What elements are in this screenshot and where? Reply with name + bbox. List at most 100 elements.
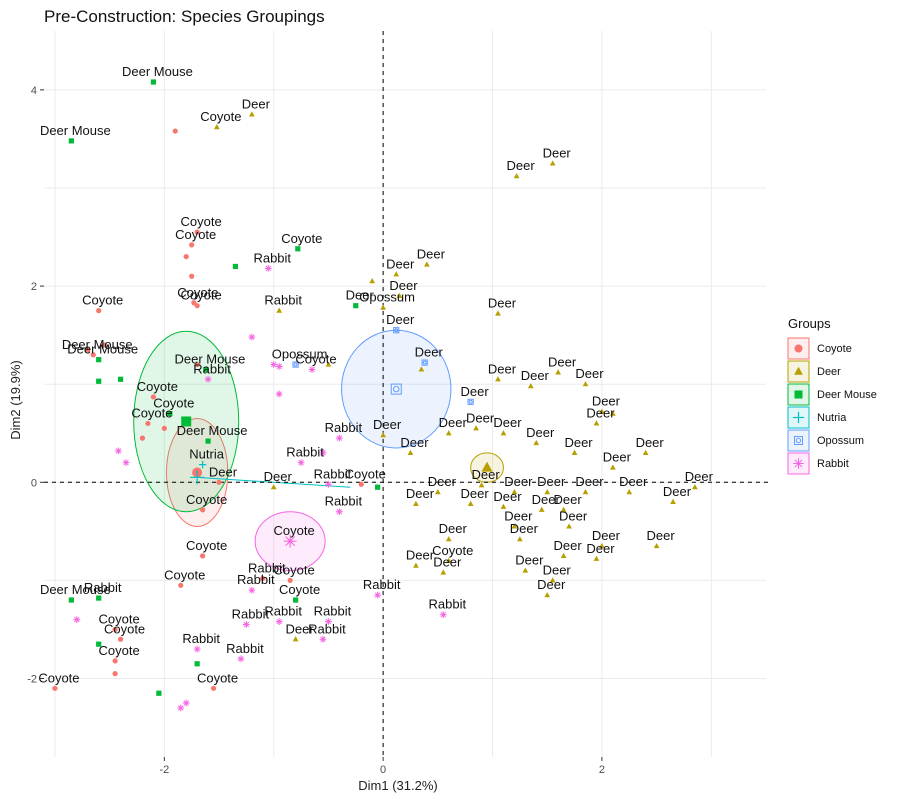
point-deer	[467, 500, 474, 506]
point-deer	[393, 271, 400, 277]
point-coyote	[287, 577, 293, 584]
centroid-opossum	[390, 383, 402, 395]
point-label: Deer	[433, 555, 462, 570]
point-deer	[495, 310, 501, 316]
point-label: Coyote	[181, 288, 222, 303]
point-deer	[413, 562, 419, 568]
point-rabbit	[335, 508, 343, 516]
point-deer	[609, 410, 616, 416]
point-label: Deer	[504, 508, 533, 523]
reference-lines	[44, 31, 770, 757]
point-label: Deer	[406, 548, 435, 563]
point-deer	[445, 557, 452, 563]
point-label: Coyote	[200, 109, 241, 124]
point-label: Deer	[386, 312, 415, 327]
point-deer	[670, 498, 676, 504]
point-label: Deer	[242, 96, 271, 111]
point-label: Deer	[439, 521, 468, 536]
point-deer	[527, 383, 534, 389]
point-label: Deer Mouse	[177, 423, 248, 438]
point-rabbit	[115, 447, 122, 455]
point-rabbit	[319, 449, 327, 457]
chart-title: Pre-Construction: Species Groupings	[44, 7, 325, 26]
point-deer	[478, 482, 485, 488]
point-coyote	[200, 507, 206, 513]
point-opossum	[393, 327, 400, 334]
point-coyote	[260, 575, 266, 582]
point-label: Deer	[406, 486, 435, 501]
point-deer-mouse	[150, 79, 156, 85]
point-deer	[538, 506, 545, 512]
point-deer	[413, 500, 419, 506]
point-label: Deer	[488, 361, 517, 376]
point-deer	[593, 555, 600, 561]
point-label: Deer Mouse	[40, 123, 111, 138]
point-coyote	[52, 685, 58, 691]
point-rabbit	[122, 459, 130, 467]
point-label: Rabbit	[232, 607, 270, 622]
point-label: Coyote	[281, 231, 322, 246]
point-label: Deer	[554, 492, 583, 507]
point-label: Deer	[663, 484, 692, 499]
point-label: Coyote	[99, 643, 140, 658]
point-label: Deer	[548, 354, 577, 369]
point-label: Coyote	[131, 405, 172, 420]
point-rabbit	[335, 434, 343, 442]
point-label: Rabbit	[314, 604, 352, 619]
legend-key	[794, 436, 803, 445]
point-rabbit	[237, 655, 245, 663]
point-label: Deer	[346, 288, 375, 303]
legend-item-nutria: Nutria	[787, 406, 847, 429]
point-label: Rabbit	[363, 577, 401, 592]
point-deer	[582, 488, 589, 495]
point-label: Deer	[264, 469, 293, 484]
point-rabbit	[248, 333, 256, 341]
point-label: Deer	[439, 415, 468, 430]
point-rabbit	[242, 621, 250, 628]
legend: Groups Coyote Deer Deer Mouse Nutria Opossum…	[787, 316, 877, 475]
point-rabbit	[264, 265, 272, 272]
point-deer	[549, 160, 556, 166]
legend-item-deer-mouse: Deer Mouse	[787, 383, 877, 406]
point-rabbit	[204, 375, 212, 383]
point-label: Rabbit	[84, 580, 122, 595]
point-rabbit	[374, 591, 382, 599]
point-deer-mouse	[96, 641, 102, 647]
x-tick-label: -2	[159, 764, 169, 776]
point-deer	[213, 124, 220, 130]
point-label: Deer	[592, 394, 621, 409]
point-label: Coyote	[274, 523, 315, 538]
point-deer-mouse	[68, 597, 74, 603]
y-tick-label: -2	[27, 674, 37, 686]
point-label: Deer Mouse	[62, 337, 133, 352]
point-rabbit	[325, 480, 332, 488]
point-deer-mouse	[117, 376, 124, 382]
point-deer-mouse	[194, 661, 200, 667]
point-deer	[560, 552, 567, 558]
point-label: Deer	[471, 467, 500, 482]
point-label: Coyote	[104, 621, 145, 636]
point-coyote	[189, 273, 195, 279]
point-rabbit	[308, 366, 316, 373]
point-label: Deer	[386, 256, 415, 271]
point-label: Deer	[636, 435, 665, 450]
point-deer	[544, 488, 551, 495]
point-label: Coyote	[186, 538, 227, 553]
point-rabbit	[182, 699, 190, 707]
point-label: Coyote	[164, 567, 205, 582]
point-label: Deer	[417, 246, 446, 261]
point-coyote	[96, 308, 102, 314]
y-tick-label: 2	[31, 281, 37, 293]
point-coyote	[200, 553, 206, 559]
point-label: Coyote	[82, 293, 123, 308]
point-deer	[560, 506, 567, 512]
point-label: Coyote	[137, 379, 178, 394]
point-label: Deer Mouse	[40, 582, 111, 597]
point-label: Deer	[559, 508, 588, 523]
point-label: Deer	[619, 474, 648, 489]
point-deer-mouse	[293, 597, 299, 603]
point-label: Deer	[461, 486, 490, 501]
point-label: Deer	[504, 474, 533, 489]
